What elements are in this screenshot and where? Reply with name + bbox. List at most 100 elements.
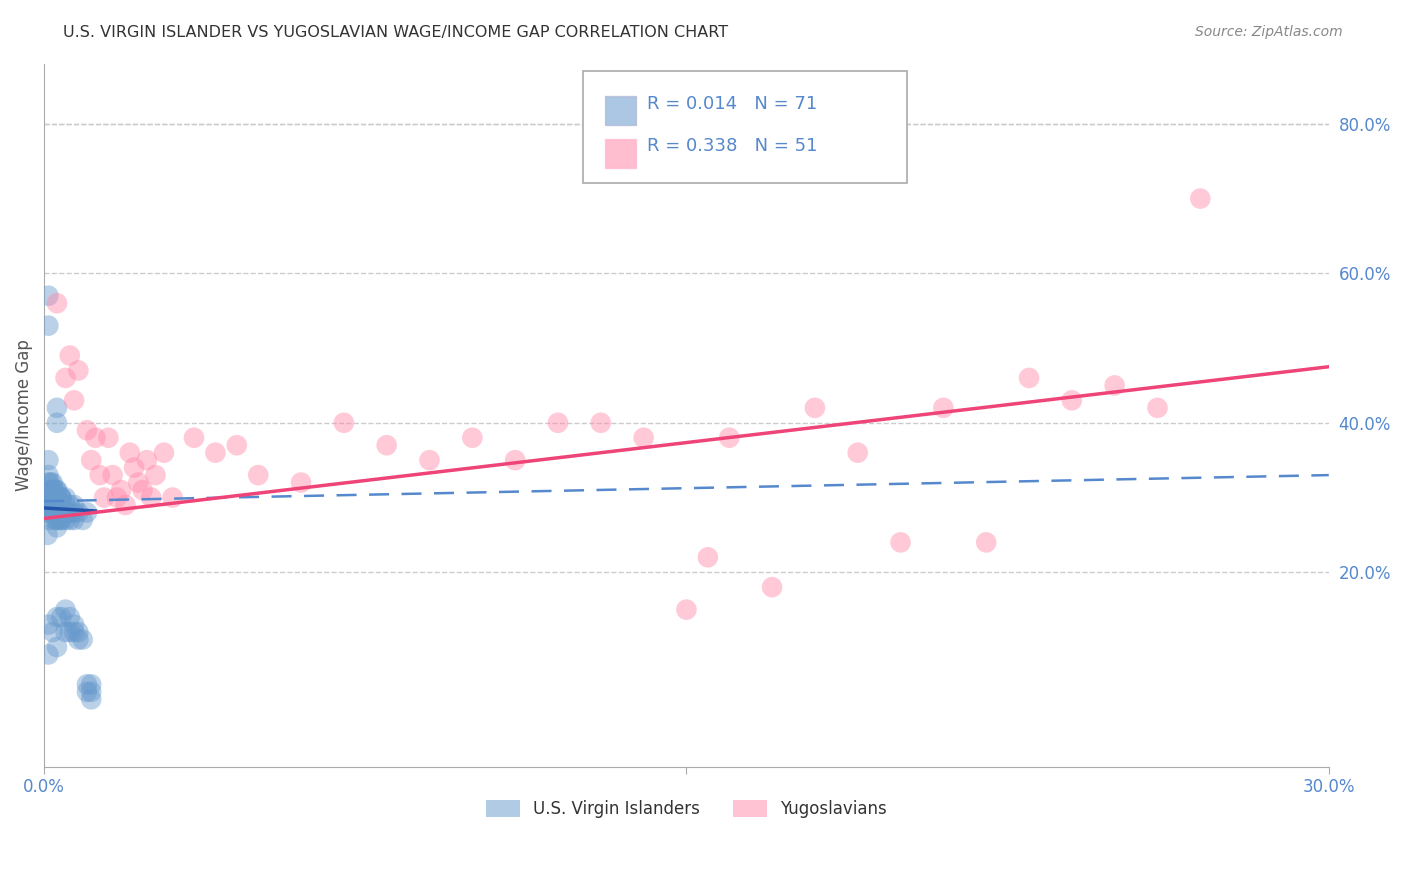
Point bbox=[974, 535, 997, 549]
Text: Source: ZipAtlas.com: Source: ZipAtlas.com bbox=[1195, 25, 1343, 39]
Point bbox=[55, 513, 77, 527]
Point bbox=[247, 468, 270, 483]
Point bbox=[37, 617, 59, 632]
Point bbox=[44, 513, 66, 527]
Point bbox=[67, 506, 90, 520]
Text: R = 0.014   N = 71: R = 0.014 N = 71 bbox=[647, 95, 817, 113]
Point bbox=[38, 491, 60, 505]
Point bbox=[890, 535, 912, 549]
Point bbox=[51, 610, 73, 624]
Point bbox=[55, 625, 77, 640]
Point bbox=[37, 289, 59, 303]
Point bbox=[183, 431, 205, 445]
Point bbox=[51, 513, 73, 527]
Point bbox=[46, 498, 69, 512]
Point bbox=[46, 491, 69, 505]
Point bbox=[418, 453, 440, 467]
Point bbox=[46, 401, 69, 415]
Point bbox=[59, 513, 82, 527]
Point bbox=[80, 677, 103, 691]
Point bbox=[110, 483, 132, 497]
Legend: U.S. Virgin Islanders, Yugoslavians: U.S. Virgin Islanders, Yugoslavians bbox=[479, 794, 893, 825]
Point bbox=[375, 438, 398, 452]
Point bbox=[76, 677, 98, 691]
Point bbox=[37, 318, 59, 333]
Point bbox=[153, 445, 176, 459]
Point bbox=[41, 475, 63, 490]
Point bbox=[290, 475, 312, 490]
Point bbox=[46, 498, 69, 512]
Point bbox=[80, 685, 103, 699]
Point bbox=[42, 498, 65, 512]
Point bbox=[67, 625, 90, 640]
Point bbox=[39, 475, 62, 490]
Point bbox=[63, 498, 86, 512]
Point bbox=[37, 453, 59, 467]
Point bbox=[46, 491, 69, 505]
Point bbox=[1018, 371, 1040, 385]
Point bbox=[46, 610, 69, 624]
Point bbox=[76, 423, 98, 437]
Point bbox=[55, 498, 77, 512]
Point bbox=[1189, 192, 1212, 206]
Point bbox=[1104, 378, 1126, 392]
Point bbox=[41, 506, 63, 520]
Point bbox=[46, 520, 69, 534]
Point bbox=[51, 491, 73, 505]
Point bbox=[37, 513, 59, 527]
Point bbox=[114, 498, 136, 512]
Point bbox=[589, 416, 612, 430]
Point bbox=[46, 506, 69, 520]
Point bbox=[37, 491, 59, 505]
Point bbox=[162, 491, 184, 505]
Point bbox=[46, 491, 69, 505]
Y-axis label: Wage/Income Gap: Wage/Income Gap bbox=[15, 339, 32, 491]
Point bbox=[39, 506, 62, 520]
Point bbox=[37, 468, 59, 483]
Point bbox=[51, 506, 73, 520]
Point bbox=[63, 393, 86, 408]
Point bbox=[846, 445, 869, 459]
Point bbox=[46, 506, 69, 520]
Point bbox=[89, 468, 111, 483]
Point bbox=[37, 475, 59, 490]
Point bbox=[44, 483, 66, 497]
Point bbox=[105, 491, 128, 505]
Point bbox=[932, 401, 955, 415]
Point bbox=[131, 483, 153, 497]
Point bbox=[41, 491, 63, 505]
Point bbox=[48, 506, 70, 520]
Point bbox=[67, 363, 90, 377]
Point bbox=[44, 506, 66, 520]
Point bbox=[76, 506, 98, 520]
Text: U.S. VIRGIN ISLANDER VS YUGOSLAVIAN WAGE/INCOME GAP CORRELATION CHART: U.S. VIRGIN ISLANDER VS YUGOSLAVIAN WAGE… bbox=[63, 25, 728, 40]
Point bbox=[41, 483, 63, 497]
Point bbox=[46, 483, 69, 497]
Point bbox=[118, 445, 141, 459]
Point bbox=[59, 506, 82, 520]
Point bbox=[63, 625, 86, 640]
Point bbox=[204, 445, 226, 459]
Point bbox=[55, 506, 77, 520]
Point bbox=[135, 453, 157, 467]
Point bbox=[333, 416, 356, 430]
Point bbox=[51, 506, 73, 520]
Point bbox=[41, 483, 63, 497]
Point bbox=[37, 648, 59, 662]
Point bbox=[93, 491, 115, 505]
Point bbox=[84, 431, 107, 445]
Point bbox=[503, 453, 526, 467]
Point bbox=[51, 513, 73, 527]
Point bbox=[44, 498, 66, 512]
Point bbox=[59, 610, 82, 624]
Point bbox=[59, 625, 82, 640]
Point bbox=[1060, 393, 1083, 408]
Point bbox=[63, 513, 86, 527]
Point bbox=[46, 506, 69, 520]
Point bbox=[59, 506, 82, 520]
Point bbox=[145, 468, 167, 483]
Point bbox=[633, 431, 655, 445]
Point bbox=[41, 491, 63, 505]
Point bbox=[63, 506, 86, 520]
Point bbox=[46, 513, 69, 527]
